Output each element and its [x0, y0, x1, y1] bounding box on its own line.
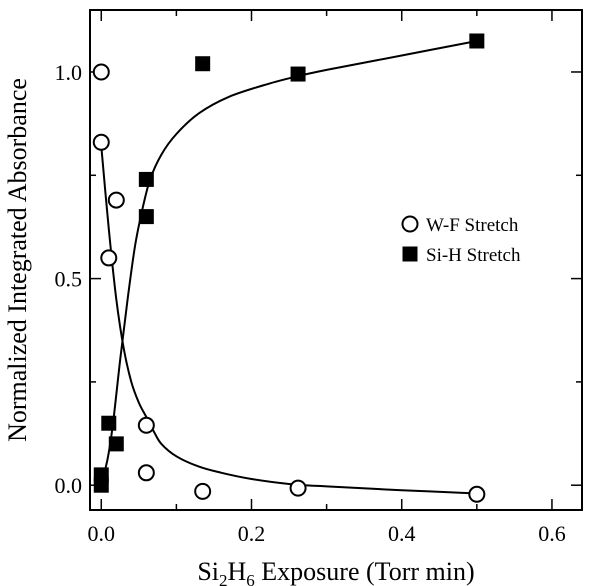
fit-curve-1 — [100, 40, 477, 484]
point-0-5 — [137, 464, 155, 482]
legend-marker-1 — [402, 246, 418, 262]
point-0-0 — [92, 63, 110, 81]
point-1-4 — [138, 209, 154, 225]
x-tick-label-2: 0.4 — [388, 521, 416, 546]
legend-label-1: Si-H Stretch — [426, 245, 521, 266]
point-0-4 — [137, 416, 155, 434]
fit-curve-0 — [100, 146, 477, 495]
x-axis-label-part: H — [228, 557, 247, 586]
x-axis-label: Si2H6 Exposure (Torr min) — [197, 557, 474, 586]
legend-marker-0 — [401, 215, 419, 233]
x-axis-label-part: Exposure (Torr min) — [255, 557, 475, 586]
axis-ticks: 0.0 0.2 0.4 0.6 0.0 0.5 1.0 — [55, 10, 582, 546]
point-1-6 — [195, 56, 211, 72]
point-0-3 — [100, 249, 118, 267]
x-tick-label-0: 0.0 — [88, 521, 116, 546]
x-axis-label-subscript: 2 — [219, 571, 228, 586]
point-1-7 — [290, 66, 306, 82]
x-tick-label-3: 0.6 — [538, 521, 566, 546]
x-axis-label-part: Si — [197, 557, 219, 586]
legend-label-0: W-F Stretch — [426, 215, 519, 236]
legend: W-F Stretch Si-H Stretch — [401, 215, 521, 266]
fit-curves — [100, 40, 477, 495]
point-0-2 — [107, 191, 125, 209]
point-0-1 — [92, 133, 110, 151]
y-tick-label-0: 0.0 — [55, 473, 83, 498]
point-1-5 — [138, 171, 154, 187]
point-1-3 — [108, 436, 124, 452]
data-markers — [92, 33, 486, 503]
x-tick-label-1: 0.2 — [238, 521, 266, 546]
y-axis-label: Normalized Integrated Absorbance — [3, 78, 32, 442]
point-0-8 — [468, 485, 486, 503]
y-tick-label-1: 0.5 — [55, 267, 83, 292]
point-1-8 — [469, 33, 485, 49]
x-axis-label-subscript: 6 — [246, 571, 255, 586]
point-1-2 — [101, 415, 117, 431]
point-0-7 — [289, 479, 307, 497]
point-0-6 — [194, 482, 212, 500]
plot-frame — [89, 9, 583, 511]
y-tick-label-2: 1.0 — [55, 60, 83, 85]
point-1-1 — [93, 467, 109, 483]
